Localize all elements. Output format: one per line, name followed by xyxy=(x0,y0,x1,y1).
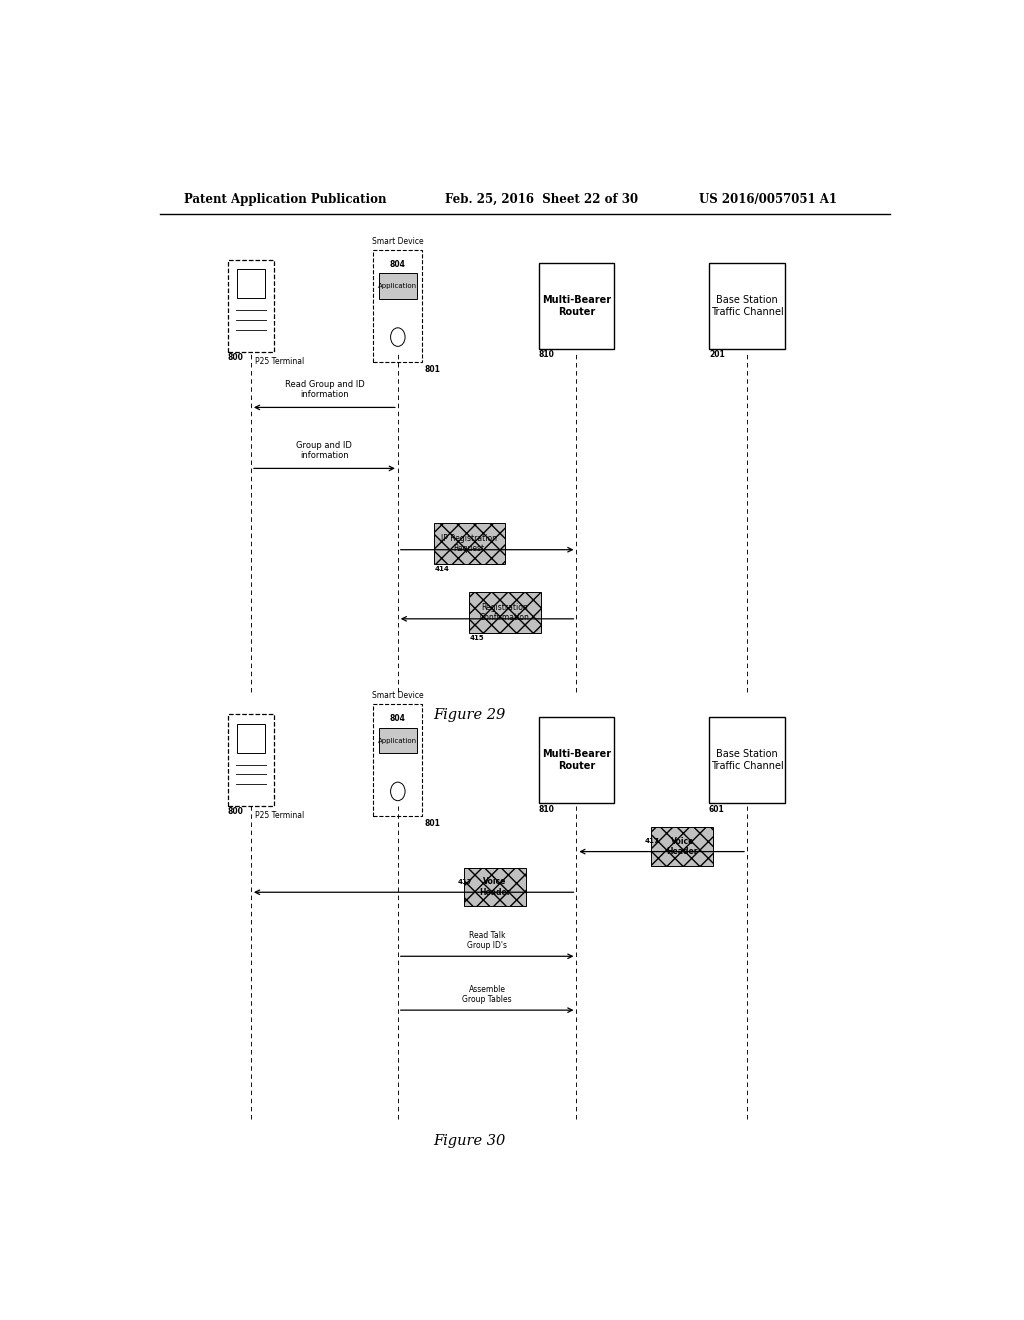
Text: 810: 810 xyxy=(539,805,554,814)
Bar xyxy=(539,263,614,348)
Text: US 2016/0057051 A1: US 2016/0057051 A1 xyxy=(699,193,838,206)
Text: 801: 801 xyxy=(424,364,440,374)
Text: 810: 810 xyxy=(539,351,554,359)
Text: P25 Terminal: P25 Terminal xyxy=(255,356,304,366)
Text: Smart Device: Smart Device xyxy=(372,692,424,700)
Text: 800: 800 xyxy=(228,807,244,816)
Text: Multi-Bearer
Router: Multi-Bearer Router xyxy=(542,294,611,317)
Text: 414: 414 xyxy=(434,566,450,572)
Text: Figure 30: Figure 30 xyxy=(433,1134,506,1148)
Circle shape xyxy=(390,327,406,346)
Text: P25 Terminal: P25 Terminal xyxy=(255,810,304,820)
Text: Patent Application Publication: Patent Application Publication xyxy=(183,193,386,206)
Text: 804: 804 xyxy=(390,714,406,723)
Text: Smart Device: Smart Device xyxy=(372,236,424,246)
Text: 415: 415 xyxy=(470,635,484,642)
Text: 201: 201 xyxy=(709,351,725,359)
Text: 800: 800 xyxy=(228,352,244,362)
Bar xyxy=(651,828,713,866)
Bar xyxy=(433,523,505,564)
Bar xyxy=(379,273,417,300)
Circle shape xyxy=(390,783,406,801)
Bar xyxy=(228,260,274,351)
Text: Read Talk
Group ID's: Read Talk Group ID's xyxy=(467,931,507,950)
Text: 801: 801 xyxy=(424,818,440,828)
Text: Application: Application xyxy=(378,738,418,743)
Text: 417: 417 xyxy=(645,838,659,845)
Text: Group and ID
information: Group and ID information xyxy=(297,441,352,461)
Text: Registration
Confirmation: Registration Confirmation xyxy=(480,603,529,623)
Bar xyxy=(710,717,784,804)
Text: Feb. 25, 2016  Sheet 22 of 30: Feb. 25, 2016 Sheet 22 of 30 xyxy=(445,193,639,206)
Bar xyxy=(238,723,265,752)
Text: Read Group and ID
information: Read Group and ID information xyxy=(285,380,365,399)
Text: IP Registration
Request: IP Registration Request xyxy=(441,533,498,553)
Text: 601: 601 xyxy=(709,805,725,814)
Bar xyxy=(469,593,541,634)
Bar xyxy=(373,704,423,816)
Text: Assemble
Group Tables: Assemble Group Tables xyxy=(462,985,512,1005)
Text: 417: 417 xyxy=(458,879,472,886)
Text: Base Station
Traffic Channel: Base Station Traffic Channel xyxy=(711,750,783,771)
Bar xyxy=(228,714,274,805)
Text: Voice
Header: Voice Header xyxy=(667,837,698,857)
Text: Multi-Bearer
Router: Multi-Bearer Router xyxy=(542,750,611,771)
Bar xyxy=(710,263,784,348)
Bar xyxy=(379,727,417,754)
Bar xyxy=(373,249,423,362)
Text: Voice
Header: Voice Header xyxy=(479,878,511,896)
Bar xyxy=(238,269,265,298)
Text: Base Station
Traffic Channel: Base Station Traffic Channel xyxy=(711,294,783,317)
Text: Figure 29: Figure 29 xyxy=(433,709,506,722)
Bar xyxy=(464,867,526,907)
Text: 804: 804 xyxy=(390,260,406,269)
Text: Application: Application xyxy=(378,284,418,289)
Bar xyxy=(539,717,614,804)
